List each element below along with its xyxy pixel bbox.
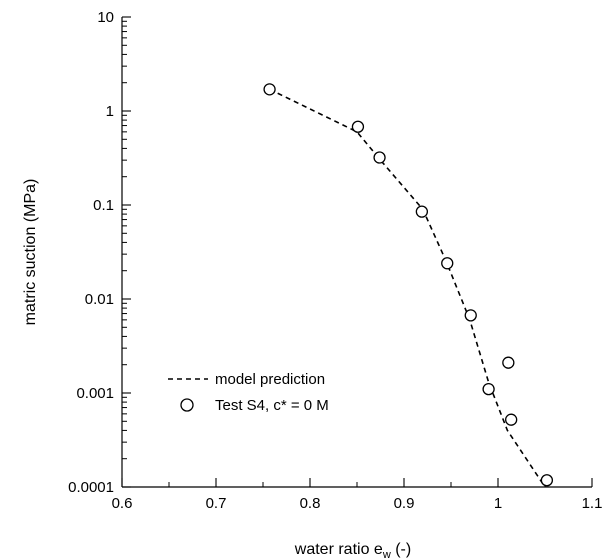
y-axis-label: matric suction (MPa) <box>22 179 39 326</box>
test-data-point <box>441 257 454 270</box>
y-tick-label: 0.001 <box>76 385 114 402</box>
x-tick-label: 0.7 <box>206 495 227 512</box>
axes: 0.6 0.7 0.8 0.9 1 1.1 0.0001 0.001 0.01 0.1 1 10 wat… <box>22 9 602 560</box>
x-tick-label: 0.8 <box>300 495 321 512</box>
legend-test-label: Test S4, c* = 0 M <box>215 397 329 414</box>
y-tick-label: 0.1 <box>93 197 114 214</box>
y-tick-label: 0.01 <box>85 291 114 308</box>
x-tick-label: 1.1 <box>582 495 603 512</box>
x-tick-label: 0.9 <box>394 495 415 512</box>
y-tick-label: 0.0001 <box>68 479 114 496</box>
test-data-point <box>351 120 365 133</box>
test-data-point <box>502 356 515 369</box>
test-data-point <box>373 151 386 164</box>
series-layer <box>263 83 554 488</box>
x-axis-label: water ratio ew (-) <box>294 541 411 560</box>
legend: model prediction Test S4, c* = 0 M <box>168 371 329 414</box>
y-tick-label: 1 <box>106 103 114 120</box>
test-data-point <box>505 413 518 426</box>
legend-model-label: model prediction <box>215 371 325 388</box>
x-axis-label-subscript: w <box>382 549 391 560</box>
y-tick-label: 10 <box>97 9 114 26</box>
x-axis-label-suffix: (-) <box>391 541 411 558</box>
x-tick-label: 0.6 <box>112 495 133 512</box>
test-data-point <box>415 205 429 218</box>
x-axis-label-main: water ratio e <box>294 541 383 558</box>
test-data-point <box>263 83 276 96</box>
x-tick-label: 1 <box>494 495 502 512</box>
model-prediction-line <box>269 88 546 488</box>
test-data-point <box>540 474 554 487</box>
test-data-point <box>482 382 495 396</box>
test-data-point <box>464 309 477 322</box>
legend-test-swatch <box>180 398 194 412</box>
